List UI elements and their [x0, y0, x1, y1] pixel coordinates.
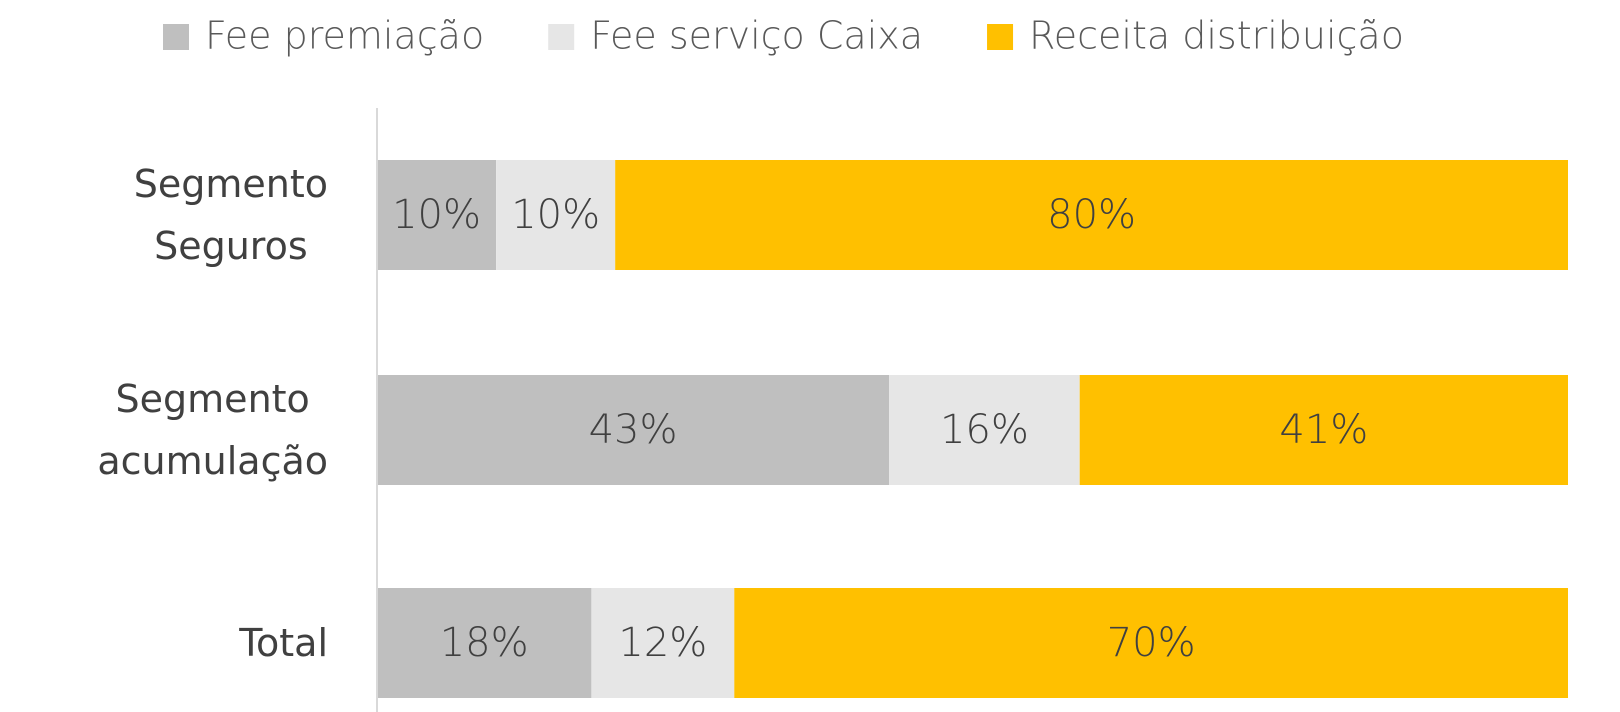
data-label: 70%: [1107, 620, 1196, 666]
legend-label: Fee premiação: [205, 14, 484, 58]
data-label: 10%: [511, 192, 600, 238]
bar-segment: [615, 160, 1568, 270]
bar-segment: [377, 375, 890, 485]
bar-segment: [377, 588, 592, 698]
bar-segment: [496, 160, 616, 270]
legend-swatch: [987, 24, 1014, 50]
bar-segment: [591, 588, 735, 698]
data-label: 10%: [392, 192, 481, 238]
data-label: 80%: [1047, 192, 1136, 238]
category-label: Segmento acumulação: [97, 377, 328, 483]
bar-segment: [377, 160, 497, 270]
legend-label: Receita distribuição: [1029, 14, 1404, 58]
bar-segment: [734, 588, 1568, 698]
data-label: 12%: [618, 620, 707, 666]
bar-segment: [889, 375, 1080, 485]
legend-swatch: [163, 24, 189, 50]
data-label: 43%: [589, 407, 678, 453]
data-label: 18%: [440, 620, 529, 666]
legend-label: Fee serviço Caixa: [590, 14, 923, 58]
data-label: 41%: [1279, 407, 1368, 453]
bar-segment: [1079, 375, 1568, 485]
legend-swatch: [548, 24, 575, 50]
category-label: Segmento Seguros: [133, 162, 328, 268]
data-label: 16%: [940, 407, 1029, 453]
category-label: Total: [239, 621, 328, 665]
